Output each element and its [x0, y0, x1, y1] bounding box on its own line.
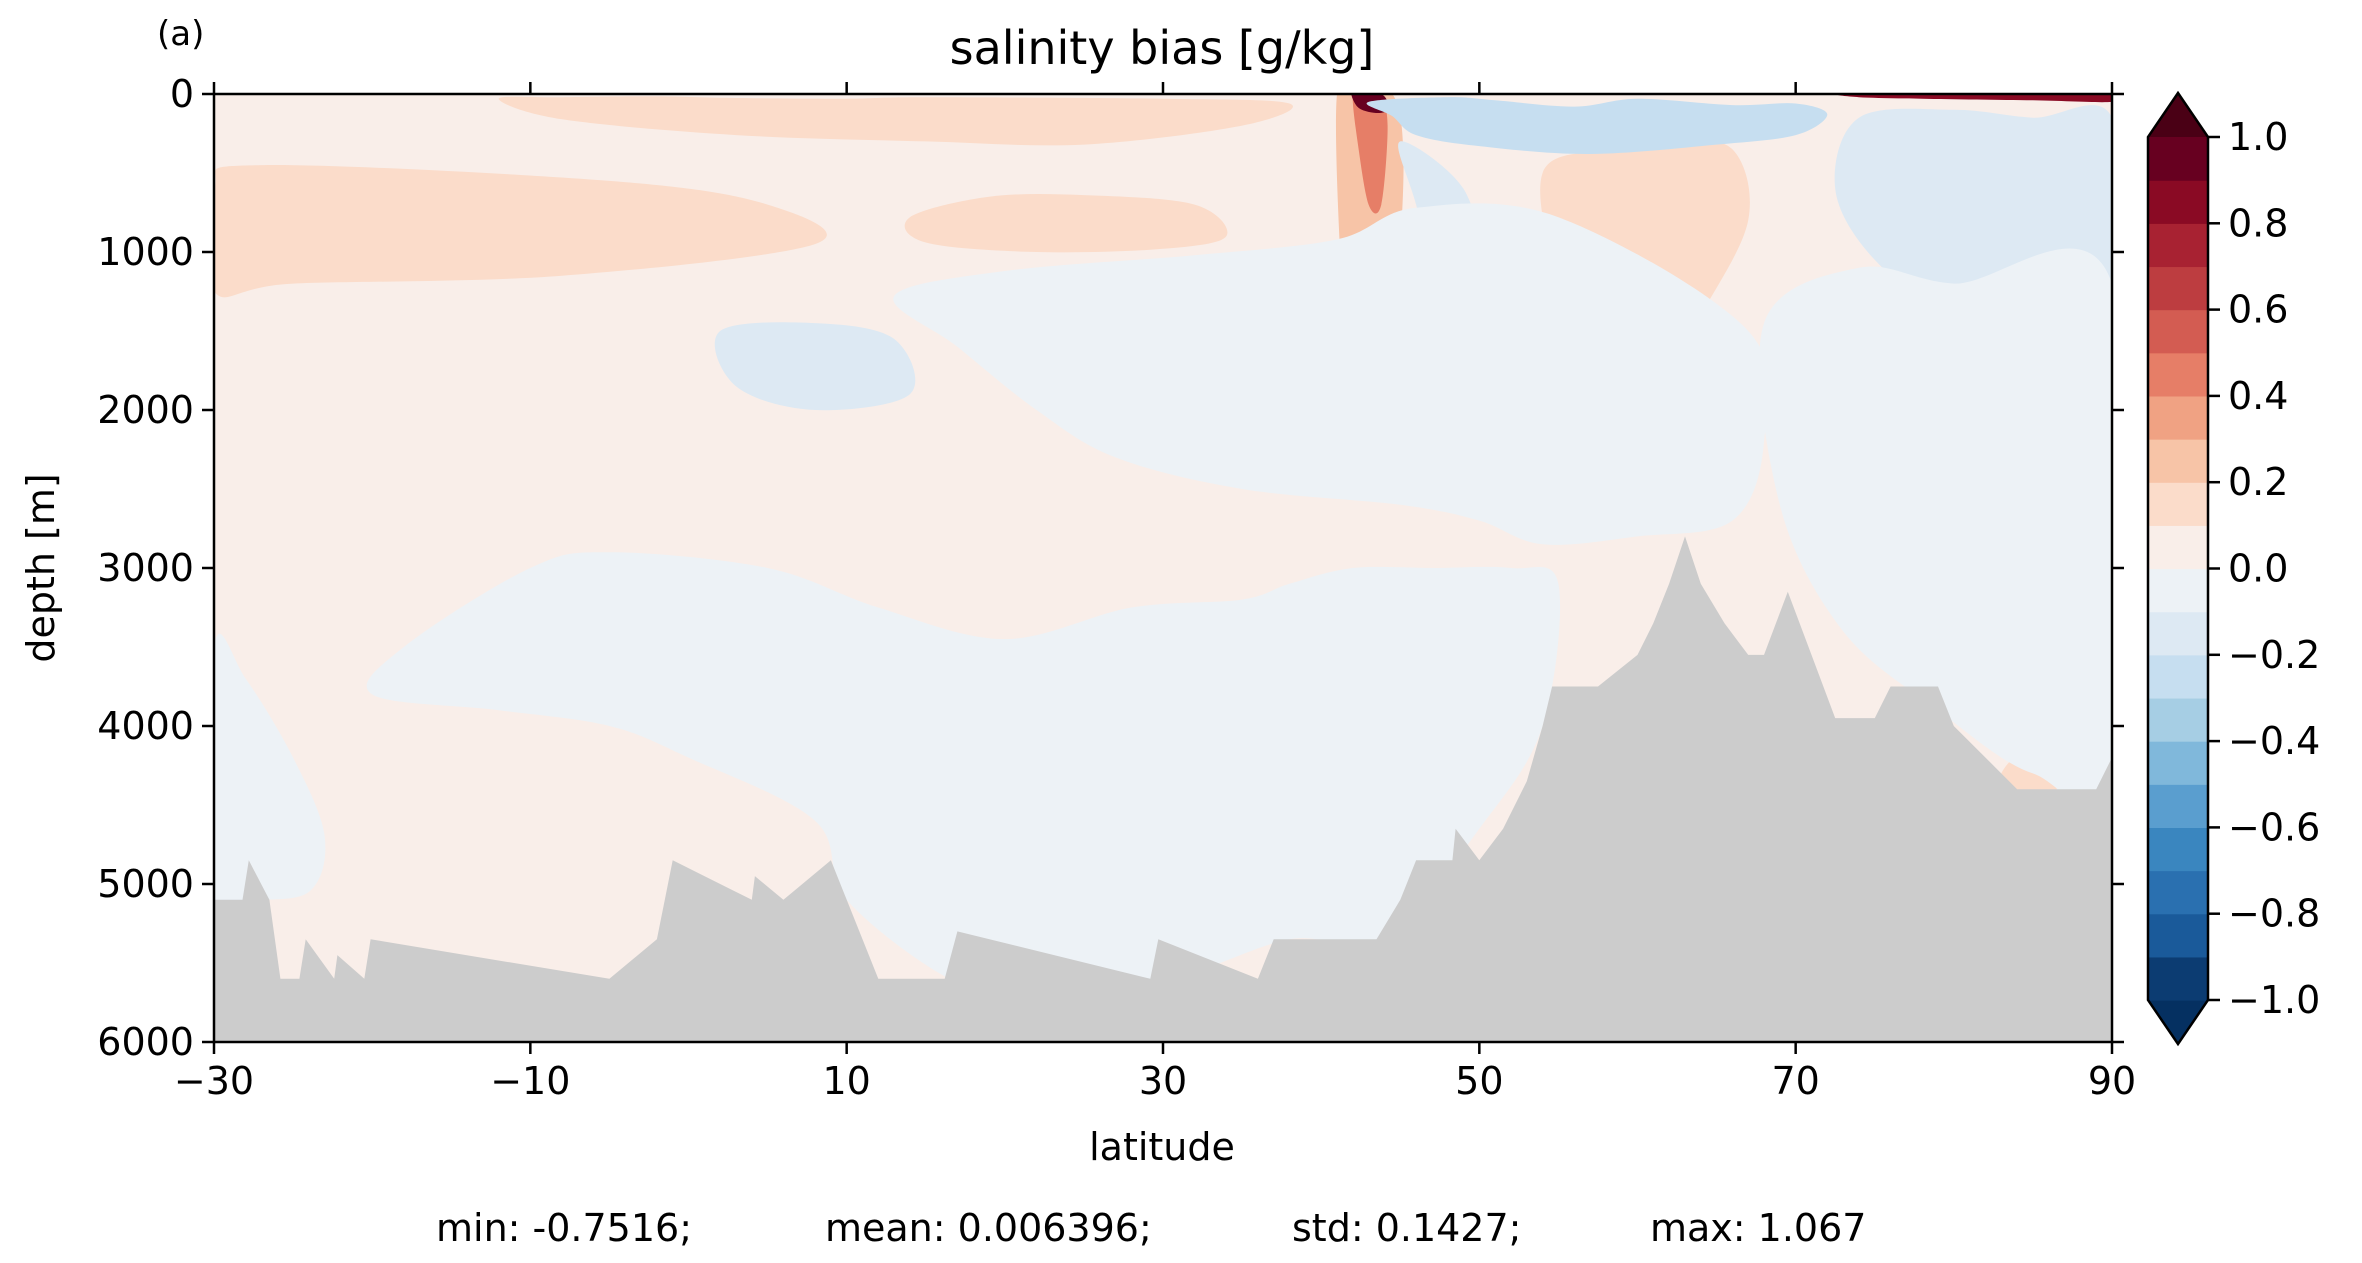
colorbar-swatch	[2148, 525, 2208, 570]
colorbar-tick-label: 0.2	[2228, 460, 2288, 504]
colorbar-tick-label: −0.6	[2228, 805, 2320, 849]
panel-label: (a)	[157, 14, 204, 54]
colorbar-tick-label: 0.0	[2228, 547, 2288, 591]
colorbar-swatch	[2148, 741, 2208, 785]
x-tick-label: 70	[1771, 1059, 1819, 1103]
y-axis-label: depth [m]	[19, 473, 63, 662]
bathymetry-land-mask	[214, 536, 2112, 1042]
plot-area: −30 −10 10 30 50 70 90 0 1000 2000 3000 4000 5000 60…	[97, 72, 2136, 1103]
colorbar-tick-label: 1.0	[2228, 115, 2288, 159]
colorbar-swatch	[2148, 137, 2208, 181]
colorbar-swatch	[2148, 697, 2208, 742]
salinity-bias-region	[214, 164, 827, 298]
colorbar-tick-label: −0.4	[2228, 719, 2320, 763]
colorbar-tick-label: −0.8	[2228, 892, 2320, 936]
y-tick-label: 1000	[97, 230, 194, 274]
colorbar: −1.0 −0.8 −0.6 −0.4 −0.2 0.0 0.2 0.4 0.6 0.8 1.0	[2146, 90, 2320, 1047]
colorbar-tick-label: −0.2	[2228, 633, 2320, 677]
stat-mean: mean: 0.006396;	[825, 1206, 1152, 1250]
salinity-bias-region	[714, 322, 916, 411]
x-tick-label: −30	[174, 1059, 254, 1103]
salinity-bias-region	[366, 552, 1561, 985]
colorbar-swatch	[2148, 482, 2208, 526]
colorbar-swatch	[2148, 611, 2208, 656]
salinity-bias-region	[1366, 97, 1828, 155]
stat-min: min: -0.7516;	[436, 1206, 692, 1250]
x-axis-label: latitude	[1089, 1125, 1235, 1169]
stat-max: max: 1.067	[1650, 1206, 1866, 1250]
colorbar-swatch	[2148, 352, 2208, 397]
y-tick-label: 3000	[97, 546, 194, 590]
chart-title: salinity bias [g/kg]	[950, 21, 1375, 75]
salinity-field-contours	[214, 94, 2112, 985]
y-tick-label: 4000	[97, 704, 194, 748]
salinity-bias-region	[498, 96, 1293, 146]
y-tick-label: 6000	[97, 1020, 194, 1064]
colorbar-swatch	[2148, 913, 2208, 958]
colorbar-swatch	[2148, 439, 2208, 483]
x-axis: −30 −10 10 30 50 70 90	[174, 82, 2136, 1103]
colorbar-swatch	[2148, 654, 2208, 699]
colorbar-tick-label: −1.0	[2228, 978, 2320, 1022]
salinity-bias-region	[893, 203, 1770, 545]
y-axis: 0 1000 2000 3000 4000 5000 6000	[97, 72, 2124, 1064]
colorbar-tick-label: 0.4	[2228, 374, 2288, 418]
y-tick-label: 0	[170, 72, 194, 116]
colorbar-swatch	[2148, 956, 2208, 1001]
colorbar-tick-label: 0.8	[2228, 201, 2288, 245]
colorbar-swatch	[2148, 870, 2208, 915]
colorbar-swatch	[2148, 309, 2208, 354]
x-tick-label: 30	[1139, 1059, 1187, 1103]
colorbar-tick-label: 0.6	[2228, 288, 2288, 332]
colorbar-swatch	[2148, 395, 2208, 440]
x-tick-label: 50	[1455, 1059, 1503, 1103]
colorbar-extend-max	[2148, 93, 2208, 137]
colorbar-swatch	[2148, 784, 2208, 828]
colorbar-swatch	[2148, 180, 2208, 224]
x-tick-label: −10	[490, 1059, 570, 1103]
colorbar-swatch	[2148, 223, 2208, 268]
x-tick-label: 90	[2088, 1059, 2136, 1103]
x-tick-label: 10	[822, 1059, 870, 1103]
salinity-bias-region	[1352, 94, 1388, 214]
colorbar-swatch	[2148, 266, 2208, 311]
salinity-bias-region	[214, 633, 326, 919]
colorbar-swatch	[2148, 827, 2208, 872]
colorbar-swatch	[2148, 568, 2208, 613]
y-tick-label: 5000	[97, 862, 194, 906]
stat-std: std: 0.1427;	[1292, 1206, 1521, 1250]
statistics-line: min: -0.7516; mean: 0.006396; std: 0.142…	[436, 1206, 1866, 1250]
colorbar-extend-min	[2148, 1000, 2208, 1044]
salinity-bias-region	[904, 194, 1228, 253]
salinity-bias-region	[1837, 94, 2112, 103]
salinity-bias-region	[1759, 248, 2112, 807]
y-tick-label: 2000	[97, 388, 194, 432]
